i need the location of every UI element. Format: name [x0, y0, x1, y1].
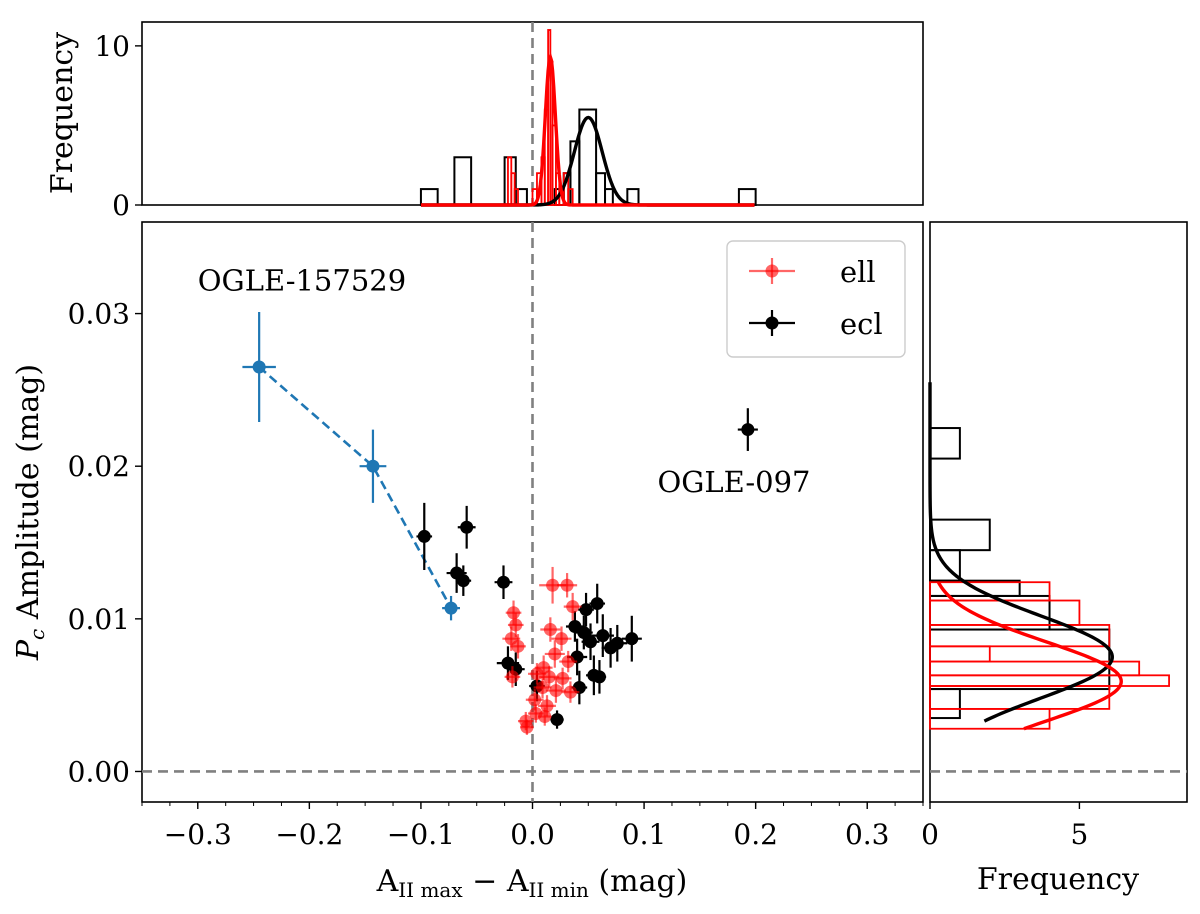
legend-ell-label: ell [840, 255, 876, 289]
top-ecl-bar [453, 156, 473, 206]
ell-point [543, 623, 557, 637]
ecl-point [417, 529, 431, 543]
right-xtick-label: 0 [921, 818, 939, 851]
ell-point [505, 670, 519, 684]
top-histogram-frame [141, 21, 924, 206]
right-ell-gaussian [936, 581, 1123, 731]
top-ell-gaussian [420, 51, 755, 207]
ell-point [540, 699, 554, 713]
legend-ell-marker [765, 264, 779, 278]
ell-point [560, 578, 574, 592]
ecl-point [456, 574, 470, 588]
right-ell-bar [929, 660, 1141, 677]
ell-point [549, 684, 563, 698]
ell-point [556, 671, 570, 685]
right-ell-bar [929, 581, 1051, 602]
main-ytick-label: 0.02 [68, 450, 130, 483]
top-ecl-bar [419, 188, 439, 207]
top-ecl-bar [737, 188, 757, 207]
ylabel-rest: Amplitude (mag) [11, 364, 46, 629]
legend-ecl-label: ecl [840, 307, 883, 341]
top-ylabel: Frequency [45, 32, 80, 194]
main-scatter [142, 222, 923, 802]
ecl-point [625, 632, 639, 646]
main-ytick-label: 0.03 [68, 298, 130, 331]
ell-point [536, 681, 550, 695]
xlabel-sub2: II min [528, 878, 589, 902]
xlabel-mid: − A [463, 864, 529, 899]
ell-point [507, 606, 521, 620]
main-xlabel: AII max − AII min (mag) [376, 864, 688, 902]
main-ytick-label: 0.00 [68, 755, 130, 788]
right-xtick-label: 5 [1071, 818, 1089, 851]
top-histogram [419, 22, 757, 207]
right-ecl-bar [929, 427, 961, 460]
ell-point [566, 600, 580, 614]
ecl-point [584, 635, 598, 649]
ogle-157529-track-dashed-line [258, 366, 453, 609]
right-ecl-bar [929, 688, 961, 720]
xlabel-unit: (mag) [589, 864, 687, 899]
legend-ecl-marker [765, 316, 779, 330]
ecl-point [579, 603, 593, 617]
ell-point [548, 647, 562, 661]
ell-point [520, 720, 534, 734]
ecl-point [741, 423, 755, 437]
ell-point [563, 685, 577, 699]
ecl-point [592, 670, 606, 684]
ecl-point [550, 713, 564, 727]
main-ytick-label: 0.01 [68, 603, 130, 636]
ell-point [511, 639, 525, 653]
ylabel-sub: c [25, 629, 49, 640]
main-xtick-label: 0.2 [733, 818, 778, 851]
ell-point [555, 632, 569, 646]
ylabel-var: P [11, 639, 46, 661]
ecl-point [496, 575, 510, 589]
ecl-point [460, 520, 474, 534]
right-ell-bar [929, 624, 1111, 648]
main-xtick-label: −0.2 [275, 818, 343, 851]
main-xtick-label: 0.3 [845, 818, 890, 851]
right-xlabel: Frequency [977, 862, 1139, 897]
ell-point [561, 655, 575, 669]
main-xtick-label: 0.1 [622, 818, 667, 851]
right-ell-bar [929, 674, 1170, 687]
top-ecl-bar [604, 188, 614, 207]
right-ecl-bar [929, 518, 991, 552]
right-histogram-frame [929, 221, 1188, 803]
annotation-ogle-157529: OGLE-157529 [198, 264, 406, 298]
axes-text: −0.3 −0.2 −0.1 0.0 0.1 0.2 0.3 0.00 0.01 0.02 0.03… [68, 30, 1089, 851]
top-ytick-label: 10 [94, 30, 130, 63]
ogle-157529-track-point [252, 360, 266, 374]
top-ecl-bar [595, 172, 607, 207]
top-ytick-label: 0 [112, 189, 130, 222]
main-xtick-label: 0.0 [510, 818, 555, 851]
main-ylabel: Pc Amplitude (mag) [11, 364, 49, 661]
ell-point [546, 578, 560, 592]
right-histogram [928, 382, 1187, 773]
ogle-157529-track-point [444, 601, 458, 615]
ecl-point [590, 597, 604, 611]
xlabel-base: A [376, 864, 399, 899]
ecl-point [596, 629, 610, 643]
legend: ell ecl [726, 240, 906, 358]
annotation-ogle-097: OGLE-097 [657, 465, 810, 499]
ell-point [538, 710, 552, 724]
ell-point [509, 618, 523, 632]
main-xtick-label: −0.3 [164, 818, 232, 851]
main-xtick-label: −0.1 [387, 818, 455, 851]
right-ell-bar [929, 645, 991, 663]
ogle-157529-track-point [366, 459, 380, 473]
xlabel-sub1: II max [398, 878, 463, 902]
ecl-point [610, 636, 624, 650]
ell-point [528, 693, 542, 707]
ecl-point [577, 626, 591, 640]
right-ecl-gaussian [928, 382, 1114, 723]
ell-point [542, 670, 556, 684]
